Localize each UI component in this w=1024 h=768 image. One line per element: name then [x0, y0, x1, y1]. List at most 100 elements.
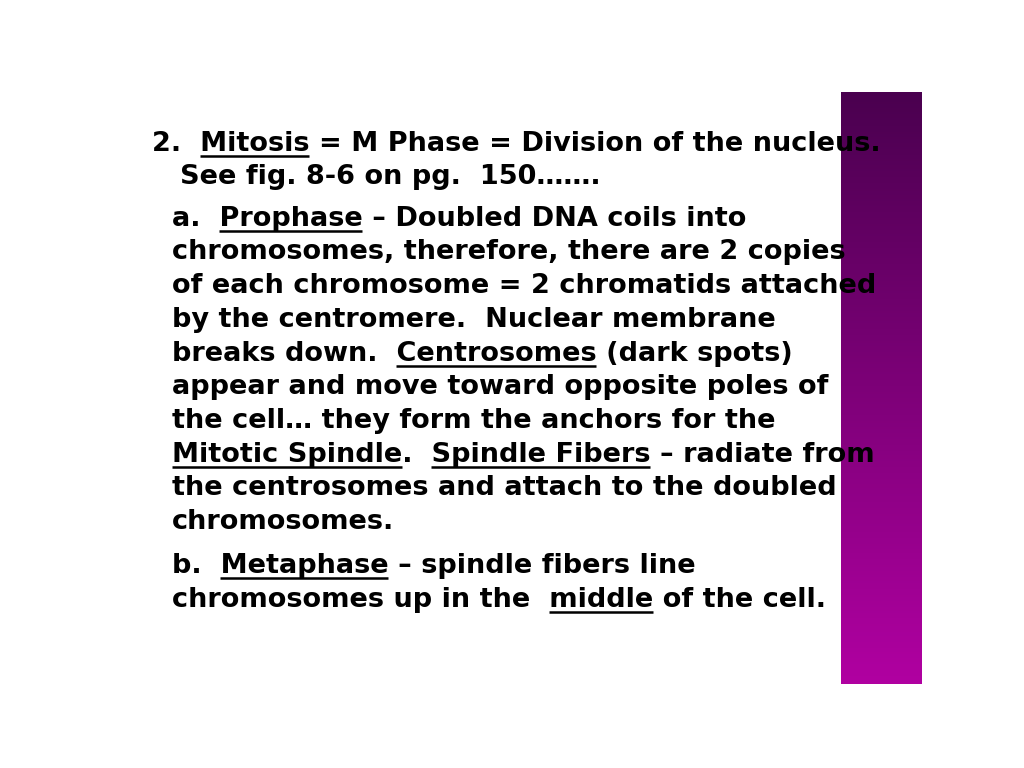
Bar	[842, 340, 922, 343]
Bar	[842, 577, 922, 579]
Bar	[842, 486, 922, 488]
Bar	[842, 575, 922, 577]
Bar	[842, 194, 922, 197]
Bar	[842, 672, 922, 674]
Bar	[842, 258, 922, 260]
Bar	[842, 126, 922, 127]
Bar	[842, 263, 922, 266]
Bar	[842, 362, 922, 364]
Bar	[842, 244, 922, 246]
Bar	[842, 627, 922, 628]
Bar	[842, 321, 922, 323]
Bar	[842, 496, 922, 498]
Bar	[842, 565, 922, 568]
Bar	[842, 333, 922, 335]
Bar	[842, 666, 922, 667]
Text: 2.  Mitosis = M Phase = Division of the nucleus.: 2. Mitosis = M Phase = Division of the n…	[152, 131, 881, 157]
Bar	[842, 467, 922, 468]
Bar	[842, 641, 922, 642]
Bar	[842, 110, 922, 112]
Bar	[842, 551, 922, 554]
Bar	[842, 159, 922, 161]
Bar	[842, 508, 922, 510]
Bar	[842, 199, 922, 200]
Bar	[842, 339, 922, 340]
Bar	[842, 144, 922, 145]
Bar	[842, 660, 922, 662]
Bar	[842, 390, 922, 392]
Bar	[842, 346, 922, 349]
Bar	[842, 392, 922, 394]
Bar	[842, 116, 922, 118]
Bar	[842, 122, 922, 124]
Bar	[842, 329, 922, 331]
Bar	[842, 280, 922, 281]
Bar	[842, 325, 922, 326]
Bar	[842, 149, 922, 151]
Bar	[842, 506, 922, 508]
Bar	[842, 250, 922, 252]
Bar	[842, 457, 922, 458]
Bar	[842, 227, 922, 228]
Bar	[842, 504, 922, 506]
Bar	[842, 175, 922, 177]
Bar	[842, 415, 922, 418]
Bar	[842, 406, 922, 408]
Bar	[842, 399, 922, 402]
Bar	[842, 161, 922, 163]
Bar	[842, 171, 922, 173]
Text: the centrosomes and attach to the doubled: the centrosomes and attach to the double…	[172, 475, 837, 502]
Bar	[842, 558, 922, 559]
Bar	[842, 386, 922, 388]
Bar	[842, 492, 922, 495]
Bar	[842, 303, 922, 305]
Bar	[842, 104, 922, 106]
Bar	[842, 573, 922, 575]
Bar	[842, 394, 922, 396]
Bar	[842, 585, 922, 587]
Bar	[842, 593, 922, 594]
Bar	[842, 594, 922, 597]
Bar	[842, 112, 922, 114]
Bar	[842, 358, 922, 360]
Bar	[842, 447, 922, 449]
Bar	[842, 545, 922, 548]
Bar	[842, 541, 922, 544]
Bar	[842, 189, 922, 190]
Bar	[842, 429, 922, 431]
Bar	[842, 396, 922, 398]
Bar	[842, 134, 922, 135]
Bar	[842, 648, 922, 650]
Bar	[842, 482, 922, 485]
Bar	[842, 674, 922, 676]
Bar	[842, 217, 922, 218]
Bar	[842, 193, 922, 194]
Bar	[842, 256, 922, 258]
Bar	[842, 155, 922, 157]
Bar	[842, 624, 922, 627]
Bar	[842, 343, 922, 345]
Bar	[842, 197, 922, 199]
Text: breaks down.  Centrosomes (dark spots): breaks down. Centrosomes (dark spots)	[172, 340, 793, 366]
Bar	[842, 286, 922, 287]
Bar	[842, 317, 922, 319]
Bar	[842, 137, 922, 140]
Bar	[842, 118, 922, 120]
Bar	[842, 471, 922, 472]
Bar	[842, 208, 922, 210]
Bar	[842, 177, 922, 179]
Bar	[842, 455, 922, 457]
Bar	[842, 384, 922, 386]
Bar	[842, 667, 922, 670]
Bar	[842, 518, 922, 520]
Bar	[842, 98, 922, 100]
Bar	[842, 423, 922, 425]
Bar	[842, 540, 922, 541]
Bar	[842, 579, 922, 581]
Bar	[842, 248, 922, 250]
Bar	[842, 534, 922, 536]
Bar	[842, 154, 922, 155]
Bar	[842, 476, 922, 478]
Bar	[842, 323, 922, 325]
Bar	[842, 253, 922, 256]
